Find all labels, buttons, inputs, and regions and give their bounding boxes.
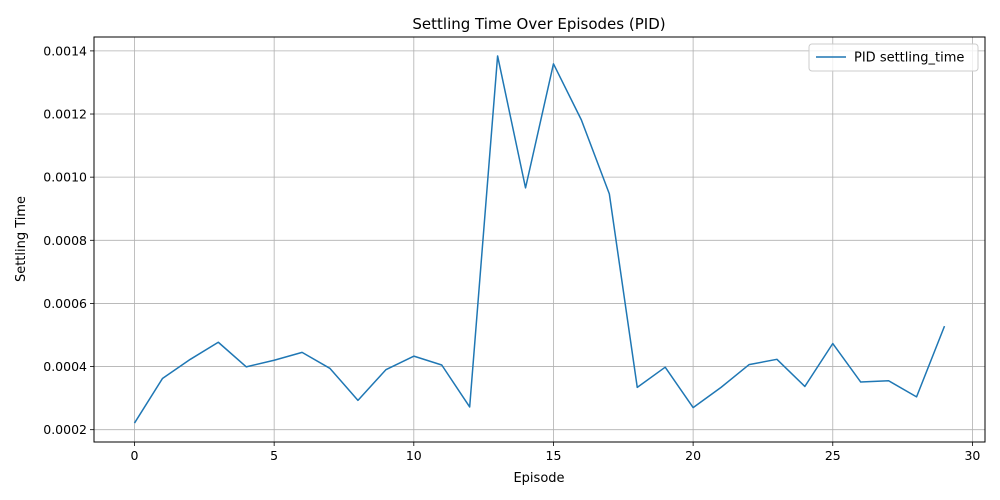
y-tick-label: 0.0004 xyxy=(43,359,87,374)
series-layer xyxy=(133,55,946,424)
x-tick-label: 20 xyxy=(685,448,701,463)
y-tick-label: 0.0002 xyxy=(43,422,87,437)
y-tick-label: 0.0014 xyxy=(43,43,87,58)
legend: PID settling_time xyxy=(808,43,979,72)
x-tick-label: 10 xyxy=(406,448,422,463)
y-tick-label: 0.0008 xyxy=(43,233,87,248)
x-ticks: 0 5 10 15 20 25 30 xyxy=(131,442,980,463)
y-tick-label: 0.0006 xyxy=(43,296,87,311)
chart-title: Settling Time Over Episodes (PID) xyxy=(412,15,665,33)
x-tick-label: 5 xyxy=(270,448,278,463)
legend-entry-label: PID settling_time xyxy=(854,51,964,66)
y-ticks: 0.0002 0.0004 0.0006 0.0008 0.0010 0.0012 0.00… xyxy=(43,43,94,437)
x-tick-label: 15 xyxy=(546,448,562,463)
plot-frame xyxy=(93,36,986,443)
x-tick-label: 30 xyxy=(964,448,980,463)
y-tick-label: 0.0010 xyxy=(43,170,87,185)
y-axis-label: Settling Time xyxy=(14,196,29,282)
y-tick-label: 0.0012 xyxy=(43,107,87,122)
x-tick-label: 0 xyxy=(131,448,139,463)
legend-box xyxy=(808,43,979,72)
x-tick-label: 25 xyxy=(825,448,841,463)
x-axis-label: Episode xyxy=(513,471,564,486)
series-line xyxy=(133,55,946,424)
